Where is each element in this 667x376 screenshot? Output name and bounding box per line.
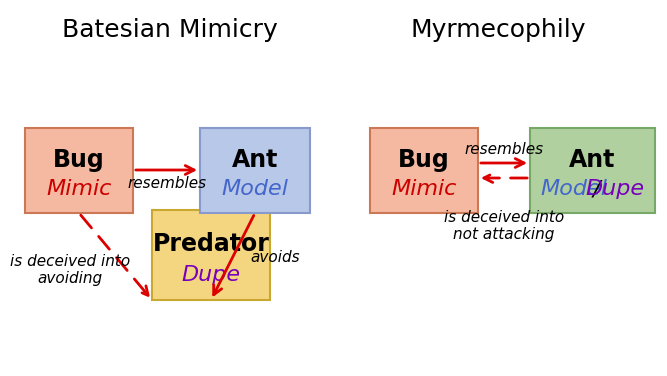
Text: Bug: Bug [398,148,450,172]
FancyBboxPatch shape [152,210,270,300]
Text: Ant: Ant [570,148,616,172]
Text: Ant: Ant [232,148,278,172]
Text: /: / [592,179,600,199]
Text: Myrmecophily: Myrmecophily [410,18,586,42]
Text: Dupe: Dupe [586,179,644,199]
Text: Mimic: Mimic [392,179,457,199]
FancyBboxPatch shape [200,128,310,213]
Text: avoids: avoids [250,250,299,265]
Text: Model: Model [221,179,288,199]
Text: is deceived into
avoiding: is deceived into avoiding [10,254,130,286]
Text: Dupe: Dupe [181,265,241,285]
FancyBboxPatch shape [370,128,478,213]
Text: Batesian Mimicry: Batesian Mimicry [62,18,278,42]
Text: Mimic: Mimic [46,179,111,199]
Text: Bug: Bug [53,148,105,172]
FancyBboxPatch shape [530,128,655,213]
FancyBboxPatch shape [25,128,133,213]
Text: Model: Model [540,179,607,199]
Text: resembles: resembles [464,143,544,158]
Text: is deceived into
not attacking: is deceived into not attacking [444,210,564,242]
Text: Predator: Predator [153,232,269,256]
Text: resembles: resembles [127,176,207,191]
